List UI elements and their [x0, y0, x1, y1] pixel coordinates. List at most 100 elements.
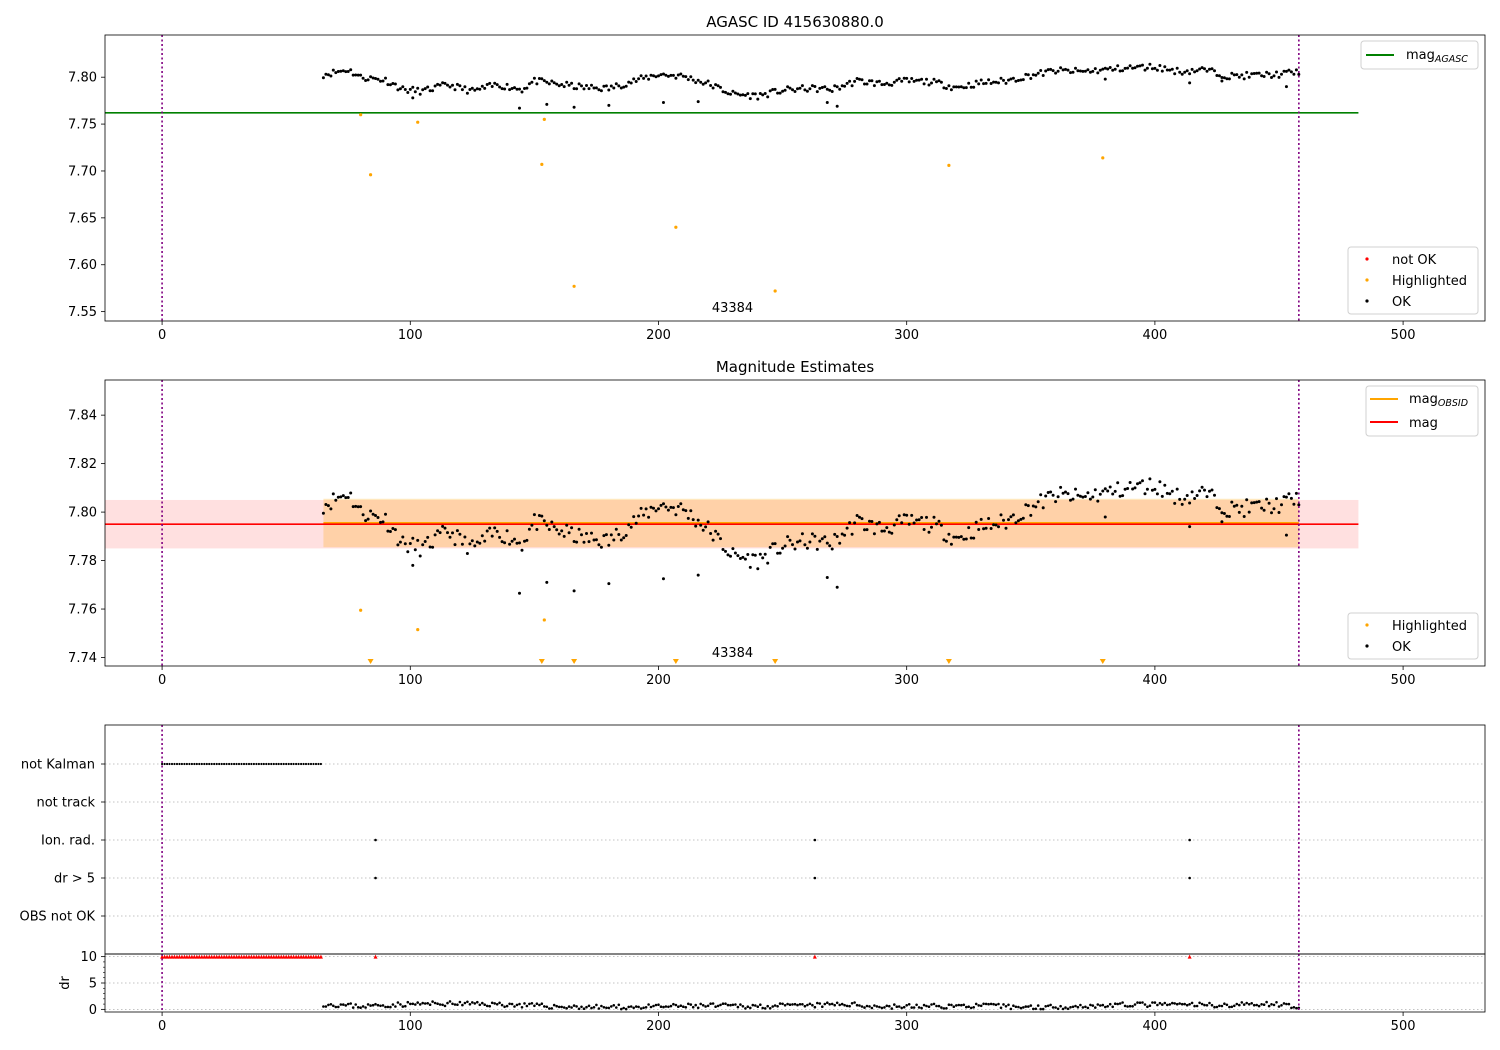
ok-point [1002, 78, 1005, 82]
ok-point [1257, 71, 1261, 75]
dr-point [907, 1003, 911, 1006]
category-label: not Kalman [21, 758, 95, 773]
dr-point [771, 1005, 774, 1008]
y-tick-label: 7.84 [68, 409, 97, 424]
ok-point [1046, 491, 1050, 494]
dr-point [565, 1007, 568, 1010]
ok-point [493, 526, 497, 530]
dr-point [1094, 1006, 1097, 1009]
dr-point [446, 1001, 449, 1005]
dr-point [406, 1000, 410, 1004]
ok-point [614, 82, 618, 86]
dr-point [947, 1003, 951, 1006]
ok-point [431, 545, 435, 549]
dr-point [451, 1002, 454, 1006]
panel-2-annotation: 43384 [712, 646, 753, 661]
ok-point [1272, 507, 1276, 511]
flag-point [175, 762, 179, 766]
ok-point [624, 84, 628, 88]
ok-point [850, 84, 854, 88]
dr-point [897, 1005, 901, 1008]
ok-point [793, 547, 797, 551]
ok-point [738, 557, 742, 560]
below-range-marker [367, 659, 374, 664]
ok-point [1103, 487, 1107, 491]
ok-point [364, 519, 368, 523]
panel-1-title: AGASC ID 415630880.0 [706, 13, 884, 31]
ok-point [930, 81, 933, 85]
ok-point [1257, 500, 1261, 504]
ok-point [1227, 515, 1231, 518]
ok-point [532, 76, 536, 80]
dr-point [567, 1005, 571, 1008]
dr-point [905, 1004, 908, 1007]
ok-point [751, 92, 755, 96]
dr-point [1153, 1001, 1157, 1004]
ok-point [1141, 479, 1144, 483]
ok-point [1106, 489, 1110, 493]
dr-point [999, 1006, 1003, 1010]
flag-point [285, 762, 288, 766]
ok-point [607, 103, 611, 107]
ok-point [843, 533, 847, 537]
ok-point [582, 540, 586, 544]
dr-point [436, 1002, 439, 1005]
y-tick-label: 0 [89, 1003, 97, 1018]
panel-agasc: AGASC ID 415630880.0 0 100 200 300 400 500 7.5… [68, 13, 1486, 343]
ok-point [912, 79, 916, 83]
ok-point [686, 78, 690, 82]
dr-point [1084, 1005, 1087, 1009]
dr-point [602, 1006, 606, 1009]
dr-point [860, 1005, 864, 1008]
dr-point [629, 1005, 633, 1008]
ok-point [577, 82, 581, 86]
ok-point [922, 528, 926, 531]
ok-point [823, 85, 827, 89]
ok-point [1061, 491, 1065, 495]
dr-point [674, 1003, 678, 1007]
ok-point [1247, 510, 1251, 514]
ok-point [691, 518, 695, 522]
dr-point [1069, 1006, 1072, 1009]
ok-point [567, 531, 571, 535]
ok-point [1093, 488, 1097, 492]
ok-point [1260, 506, 1264, 510]
dr-point [418, 1003, 422, 1006]
ok-point [1069, 71, 1072, 75]
ok-point [359, 505, 363, 509]
flag-point [228, 762, 231, 766]
ok-point [726, 553, 730, 557]
ok-point [887, 530, 891, 534]
ok-point [915, 518, 919, 522]
ok-point [537, 77, 541, 80]
ok-point [384, 76, 387, 80]
ok-point [349, 491, 353, 495]
ok-point [1145, 487, 1149, 491]
ok-point [1205, 495, 1209, 499]
ok-point [1036, 71, 1040, 75]
ok-point [577, 527, 581, 531]
dr-point [1141, 1001, 1144, 1004]
ok-point [413, 90, 417, 94]
flag-point [272, 762, 275, 766]
ok-point [863, 528, 866, 532]
ok-point [565, 80, 569, 84]
ok-point [545, 523, 549, 527]
ok-point [652, 506, 655, 510]
ok-point [793, 90, 797, 93]
dr-point [627, 1005, 630, 1009]
ok-point [1213, 493, 1216, 497]
ok-point [1131, 487, 1135, 491]
legend-box [1360, 40, 1479, 70]
y-tick-label: 7.80 [68, 506, 97, 521]
ok-point [1232, 73, 1236, 77]
dr-point [1240, 1001, 1244, 1004]
dr-point [1009, 1007, 1013, 1011]
ok-point [709, 532, 713, 535]
dr-point [669, 1004, 673, 1008]
ok-point [1004, 526, 1008, 530]
ok-point [1252, 501, 1256, 505]
ok-point [557, 84, 561, 88]
dr-point [768, 1007, 772, 1010]
